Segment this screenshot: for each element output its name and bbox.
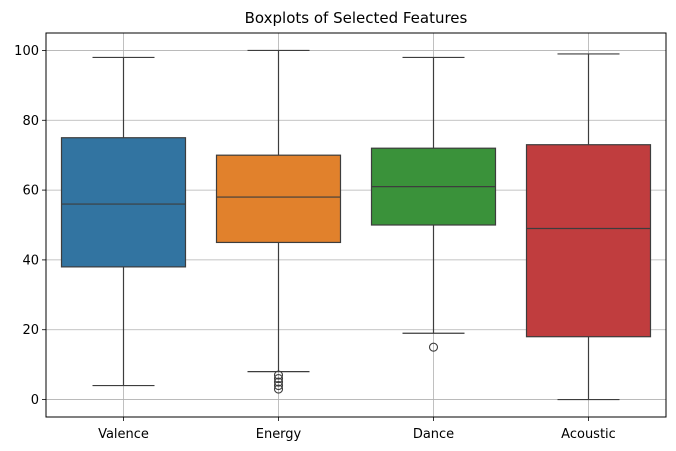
y-tick-label: 20 bbox=[22, 323, 39, 338]
outlier-point bbox=[273, 370, 284, 380]
x-tick-label: Energy bbox=[256, 427, 302, 442]
x-tick-label: Acoustic bbox=[561, 427, 616, 442]
y-tick-label: 0 bbox=[31, 393, 39, 408]
outlier-point bbox=[273, 377, 284, 387]
box-energy bbox=[215, 49, 342, 394]
iqr-box bbox=[525, 144, 652, 338]
y-tick-label: 40 bbox=[22, 253, 39, 268]
plot-frame bbox=[45, 32, 667, 418]
x-axis: Valence Energy Dance Acoustic bbox=[98, 417, 616, 442]
iqr-box bbox=[215, 154, 342, 244]
x-tick-label: Valence bbox=[98, 427, 149, 442]
y-tick-label: 100 bbox=[14, 44, 39, 59]
box-acoustic bbox=[525, 53, 652, 401]
chart-title: Boxplots of Selected Features bbox=[245, 9, 468, 27]
box-dance bbox=[370, 56, 497, 352]
outlier-point bbox=[273, 384, 284, 394]
outlier-point bbox=[428, 342, 439, 352]
y-axis: 0 20 40 60 80 100 bbox=[14, 44, 46, 408]
iqr-box bbox=[60, 137, 187, 268]
boxes-layer bbox=[60, 49, 652, 401]
outlier-point bbox=[273, 381, 284, 391]
y-tick-label: 60 bbox=[22, 184, 39, 199]
x-tick-label: Dance bbox=[413, 427, 454, 442]
y-tick-label: 80 bbox=[22, 114, 39, 129]
outlier-point bbox=[273, 374, 284, 384]
box-valence bbox=[60, 56, 187, 387]
